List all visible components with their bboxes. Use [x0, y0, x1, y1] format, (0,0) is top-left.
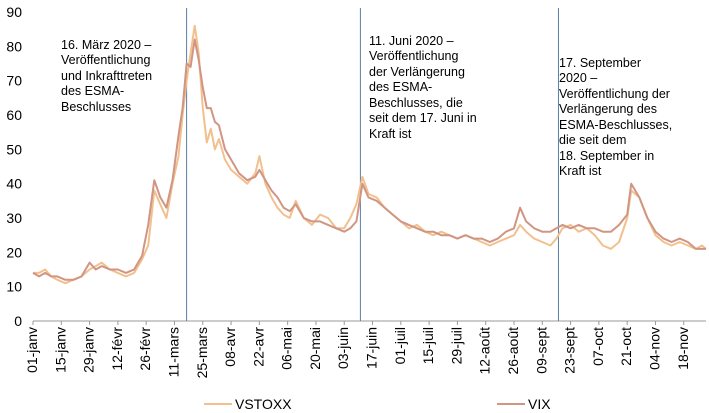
x-tick-label-5: 11-mars [165, 327, 181, 377]
x-tick-label-22: 04-nov [646, 327, 662, 370]
x-tick-label-16: 12-août [477, 327, 493, 375]
x-tick-label-3: 12-févr [109, 327, 125, 371]
x-tick-label-13: 01-juil [392, 327, 408, 364]
x-tick-label-10: 20-mai [307, 327, 323, 370]
x-tick-label-4: 26-févr [137, 327, 153, 371]
x-tick-label-20: 07-oct [590, 327, 606, 366]
y-axis: 0 10 20 30 40 50 60 70 80 90 [6, 4, 22, 329]
y-tick-label-9: 90 [6, 4, 22, 20]
x-tick-label-2: 29-janv [81, 327, 97, 373]
x-tick-label-18: 09-sept [533, 327, 549, 374]
x-tick-label-17: 26-août [505, 327, 521, 375]
x-tick-label-11: 03-juin [335, 327, 351, 369]
annotation-september-text: 17. September 2020 – Veröffentlichung de… [559, 55, 673, 179]
y-tick-label-0: 0 [14, 313, 22, 329]
annotation-june-text: 11. Juni 2020 – Veröffentlichung der Ver… [369, 33, 477, 141]
y-tick-label-4: 40 [6, 176, 22, 192]
x-axis: 01-janv 15-janv 29-janv 12-févr 26-févr 11-ma… [24, 320, 706, 378]
legend-label-vix: VIX [528, 396, 551, 412]
y-tick-label-8: 80 [6, 38, 22, 54]
x-tick-label-21: 21-oct [618, 327, 634, 366]
y-tick-label-5: 50 [6, 141, 22, 157]
legend-label-vstoxx: VSTOXX [235, 396, 292, 412]
y-tick-label-7: 70 [6, 73, 22, 89]
annotation-june: 11. Juni 2020 – Veröffentlichung der Ver… [369, 18, 477, 158]
x-tick-label-19: 23-sept [562, 327, 578, 374]
legend: VSTOXX VIX [204, 396, 551, 412]
x-tick-label-0: 01-janv [24, 327, 40, 373]
annotation-september: 17. September 2020 – Veröffentlichung de… [559, 40, 672, 195]
x-tick-label-12: 17-juin [364, 327, 380, 369]
y-tick-label-6: 60 [6, 107, 22, 123]
x-tick-label-8: 22-avr [250, 327, 266, 367]
x-tick-label-23: 18-nov [675, 327, 691, 370]
event-lines [186, 8, 559, 321]
annotation-march: 16. März 2020 – Veröffentlichung und Ink… [61, 22, 152, 131]
x-tick-label-15: 29-juil [448, 327, 464, 364]
x-tick-label-7: 08-avr [222, 327, 238, 367]
y-tick-label-2: 20 [6, 244, 22, 260]
y-tick-label-3: 30 [6, 210, 22, 226]
x-tick-label-1: 15-janv [52, 327, 68, 373]
x-tick-label-9: 06-mai [279, 327, 295, 370]
y-tick-label-1: 10 [6, 279, 22, 295]
x-tick-label-14: 15-juil [420, 327, 436, 364]
x-tick-label-6: 25-mars [194, 327, 210, 378]
series-group [32, 24, 707, 285]
series-line-vix [32, 38, 706, 281]
series-line-vstoxx [33, 24, 707, 285]
annotation-march-text: 16. März 2020 – Veröffentlichung und Ink… [61, 37, 153, 114]
